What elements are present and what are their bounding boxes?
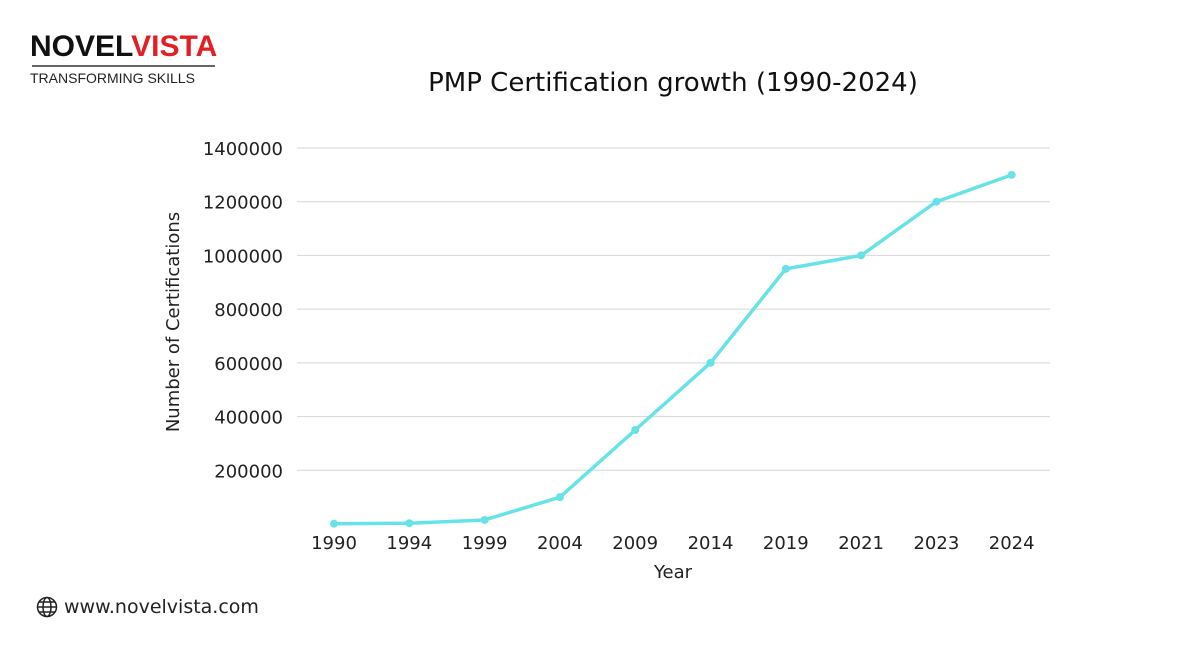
data-point	[781, 264, 790, 273]
y-tick-label: 1000000	[203, 246, 283, 267]
data-point	[555, 493, 564, 502]
x-tick-label: 1990	[311, 533, 357, 554]
y-tick-label: 1400000	[203, 139, 283, 160]
data-point	[1007, 170, 1016, 179]
data-line	[333, 173, 1013, 526]
y-tick-label: 800000	[214, 300, 283, 321]
data-point	[330, 519, 338, 528]
x-tick-label: 2014	[688, 533, 734, 554]
x-tick-label: 1999	[462, 533, 508, 554]
x-axis-label: Year	[653, 562, 693, 583]
x-tick-label: 2004	[537, 533, 583, 554]
data-point	[706, 358, 715, 367]
x-tick-label: 2023	[913, 533, 959, 554]
x-tick-label: 2021	[838, 533, 884, 554]
x-tick-label: 1994	[386, 533, 432, 554]
data-point	[857, 251, 866, 260]
website-url[interactable]: www.novelvista.com	[64, 596, 259, 618]
x-tick-label: 2024	[989, 533, 1035, 554]
y-axis-label: Number of Certifications	[163, 212, 184, 432]
globe-icon	[36, 596, 58, 618]
y-tick-label: 1200000	[203, 193, 283, 214]
data-point	[480, 515, 489, 524]
x-tick-label: 2019	[763, 533, 809, 554]
chart-title: PMP Certification growth (1990-2024)	[428, 68, 918, 98]
novelvista-logo: NOVELVISTA TRANSFORMING SKILLS	[30, 30, 218, 87]
y-tick-label: 200000	[214, 461, 283, 482]
logo-divider	[32, 65, 215, 67]
data-point	[932, 197, 941, 206]
x-tick-label: 2009	[612, 533, 658, 554]
data-point	[405, 519, 414, 528]
footer: www.novelvista.com	[36, 596, 259, 618]
logo-tagline: TRANSFORMING SKILLS	[30, 70, 195, 86]
logo-text-novel: NOVEL	[30, 30, 132, 63]
logo-text-vista: VISTA	[131, 30, 218, 63]
y-tick-label: 400000	[214, 408, 283, 429]
data-point	[631, 426, 640, 434]
y-tick-label: 600000	[214, 354, 283, 375]
